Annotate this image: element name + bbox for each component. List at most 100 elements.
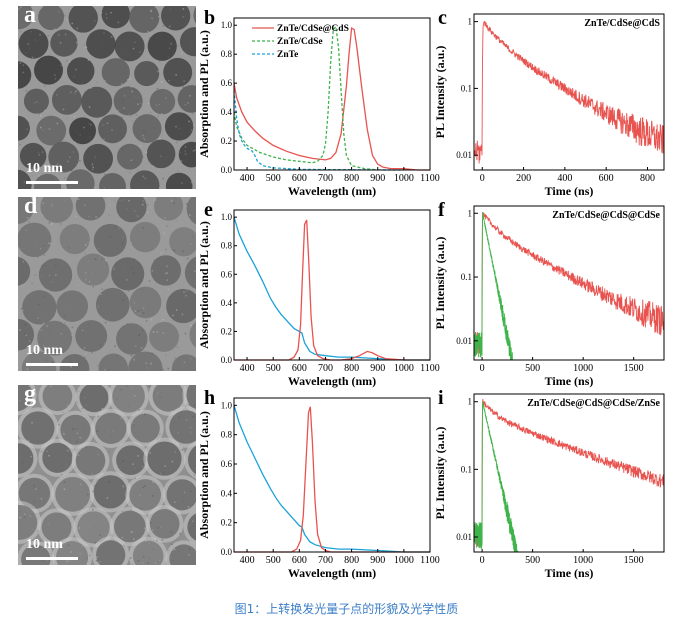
tem-d-grain [24,323,26,326]
tem-a-grain [157,70,159,73]
tem-g-grain [129,557,132,559]
tem-a-grain [89,87,92,89]
series-f-long-decay [473,212,665,358]
tem-d-grain [173,361,175,363]
tem-a-grain [76,41,78,44]
tem-d-grain [183,291,185,293]
tem-g-grain [86,493,89,496]
tem-g-grain [91,479,93,481]
tem-d-particle [22,290,57,325]
tem-d-particle [116,323,148,355]
tem-d-grain [97,254,99,256]
tem-g-grain [154,562,157,564]
scale-bar-a [26,181,78,184]
tem-d-grain [185,290,187,293]
tem-d-grain [84,252,86,254]
tem-a-grain [43,85,46,87]
x-tick-label-h: 400 [240,555,255,566]
tem-a-particle [164,112,194,141]
tem-g-grain [84,505,86,507]
tem-d-grain [118,360,121,362]
tem-d-grain [116,354,118,357]
tem-a-particle [101,6,130,29]
x-tick-label-e: 500 [266,363,281,374]
tem-d-grain [70,361,73,363]
tem-a-grain [38,174,40,177]
tem-d-particle [93,223,127,257]
tem-d-grain [122,236,124,239]
tem-d-grain [76,220,79,223]
tem-g-grain [174,501,176,503]
tem-d-grain [115,227,117,229]
tem-g-grain [174,451,177,453]
tem-g-grain [130,509,132,511]
tem-d-grain [51,202,53,205]
tem-g-grain [152,529,154,532]
tem-d-grain [167,367,170,370]
x-tick-label-h: 800 [344,555,359,566]
tem-a-grain [125,7,127,10]
tem-g-particle [42,385,73,412]
tem-g-grain [144,455,147,458]
tem-g-grain [161,407,164,409]
tem-a-grain [25,89,28,92]
tem-d-grain [57,353,59,356]
tem-d-grain [118,227,120,230]
tem-d-particle [111,257,145,291]
tem-image-g: g 10 nm [18,385,196,565]
tem-d-grain [138,334,140,336]
tem-d-grain [108,324,111,327]
tem-a-grain [156,87,159,90]
tem-d-grain [41,264,43,267]
tem-a-grain [157,15,160,18]
tem-d-particle [59,224,90,255]
tem-d-particle [166,288,196,324]
tem-a-particle [83,143,114,174]
tem-a-grain [73,75,76,78]
tem-g-grain [79,483,82,486]
tem-g-grain [144,485,146,487]
tem-a-particle [163,57,193,87]
y-tick-label-c: 0.01 [456,150,472,160]
tem-d-grain [174,357,176,360]
axes-frame-h [233,397,431,553]
tem-d-particle [95,287,130,322]
chart-h-svg: 400 500 600 700 800 900 1000 1100 0.0 0.2 0.4 0.6 0.… [197,387,440,580]
tem-g-grain [101,408,104,410]
tem-g-grain [88,526,90,529]
tem-a-grain [184,153,187,155]
tem-g-grain [130,506,132,509]
tem-a-grain [142,137,145,139]
tem-d-grain [43,254,45,256]
tem-g-grain [128,505,131,508]
tem-d-grain [114,234,117,237]
tem-d-particle [75,320,108,353]
x-tick-label-h: 900 [370,555,385,566]
x-tick-label-f: 1000 [573,363,593,374]
tem-a-particle [165,172,193,189]
tem-a-grain [129,171,131,174]
tem-g-grain [156,438,159,440]
tem-d-grain [187,257,189,260]
tem-g-grain [46,475,49,478]
tem-a-grain [194,151,196,154]
tem-a-grain [150,9,152,12]
tem-g-grain [131,387,133,389]
tem-g-grain [92,508,94,511]
tem-d-grain [113,268,115,270]
tem-g-grain [103,471,105,474]
tem-a-grain [28,10,30,13]
tem-a-grain [141,170,143,172]
tem-d-grain [39,247,42,250]
tem-a-grain [132,47,135,50]
tem-d-grain [90,247,92,249]
tem-g-grain [77,390,80,392]
tem-a-particle [18,169,32,189]
tem-d-grain [130,267,133,269]
tem-g-grain [128,476,131,478]
tem-d-grain [122,299,125,301]
tem-d-grain [163,361,166,363]
tem-g-grain [156,392,159,395]
tem-d-grain [37,317,39,319]
tem-d-grain [136,236,139,238]
